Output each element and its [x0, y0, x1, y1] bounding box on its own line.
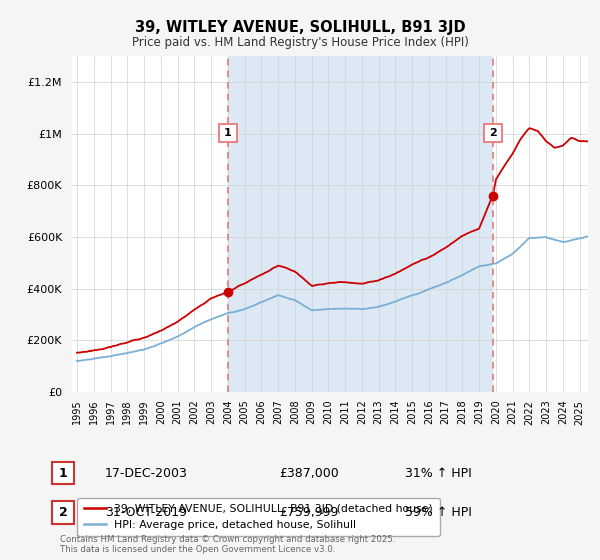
Bar [228, 56, 493, 392]
Text: 17-DEC-2003: 17-DEC-2003 [105, 466, 188, 480]
Text: 2: 2 [489, 128, 497, 138]
Text: 2: 2 [59, 506, 67, 519]
Text: 31-OCT-2019: 31-OCT-2019 [105, 506, 187, 519]
Text: 1: 1 [59, 466, 67, 480]
Text: £759,999: £759,999 [279, 506, 338, 519]
Text: 1: 1 [224, 128, 232, 138]
Text: 59% ↑ HPI: 59% ↑ HPI [405, 506, 472, 519]
Text: Contains HM Land Registry data © Crown copyright and database right 2025.
This d: Contains HM Land Registry data © Crown c… [60, 535, 395, 554]
Text: £387,000: £387,000 [279, 466, 339, 480]
Text: 39, WITLEY AVENUE, SOLIHULL, B91 3JD: 39, WITLEY AVENUE, SOLIHULL, B91 3JD [134, 20, 466, 35]
Text: Price paid vs. HM Land Registry's House Price Index (HPI): Price paid vs. HM Land Registry's House … [131, 36, 469, 49]
Legend: 39, WITLEY AVENUE, SOLIHULL, B91 3JD (detached house), HPI: Average price, detac: 39, WITLEY AVENUE, SOLIHULL, B91 3JD (de… [77, 498, 439, 536]
Text: 31% ↑ HPI: 31% ↑ HPI [405, 466, 472, 480]
